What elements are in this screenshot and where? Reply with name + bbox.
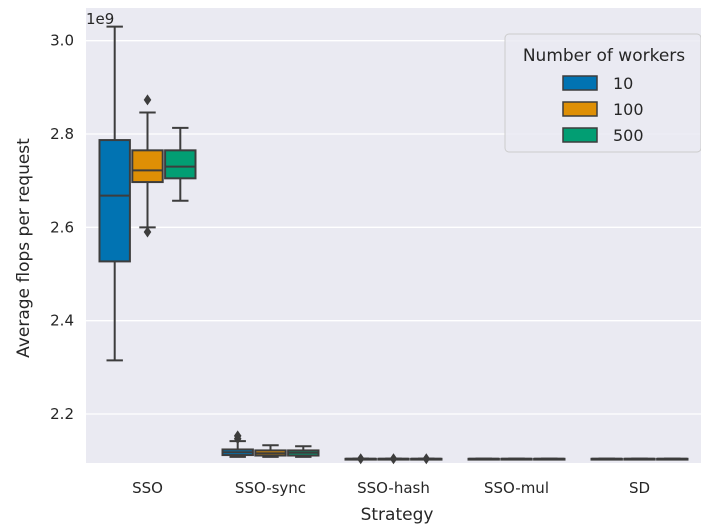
legend-swatch (562, 101, 598, 117)
box-100-SD (623, 457, 656, 461)
outlier-marker (389, 453, 398, 465)
y-tick-label: 2.2 (50, 405, 74, 423)
x-axis-label: Strategy (361, 505, 434, 525)
box-10-SSO-sync (221, 430, 254, 458)
x-tick-labels: SSO SSO-sync SSO-hash SSO-mul SD (132, 479, 650, 497)
outlier-marker (233, 430, 242, 442)
x-tick-label: SSO (132, 479, 163, 497)
outlier-marker (143, 226, 152, 238)
legend-frame (504, 33, 701, 153)
x-tick-label: SSO-mul (484, 479, 549, 497)
gridlines (86, 40, 701, 415)
box-body (131, 149, 164, 184)
y-axis-label: Average flops per request (14, 138, 34, 358)
box-500-SSO-hash (410, 453, 443, 465)
box-body (98, 139, 131, 263)
box-100-SSO (131, 94, 164, 238)
legend-swatch (562, 75, 598, 91)
legend-swatch (562, 127, 598, 143)
x-tick-label: SD (629, 479, 650, 497)
y-tick-label: 2.8 (50, 125, 74, 143)
box-500-SSO-mul (533, 457, 566, 461)
legend-title: Number of workers (523, 46, 685, 66)
y-tick-labels: 2.2 2.4 2.6 2.8 3.0 (50, 32, 74, 423)
legend-label: 500 (613, 126, 644, 145)
y-tick-label: 2.4 (50, 312, 74, 330)
legend: Number of workers 10 100 500 (504, 33, 701, 153)
box-10-SSO-hash (344, 453, 377, 465)
boxes-layer (98, 25, 689, 465)
box-100-SSO-sync (254, 444, 287, 458)
x-tick-label: SSO-sync (235, 479, 306, 497)
x-tick-label: SSO-hash (357, 479, 430, 497)
outlier-marker (356, 453, 365, 465)
box-500-SD (656, 457, 689, 461)
box-100-SSO-hash (377, 453, 410, 465)
box-100-SSO-mul (500, 457, 533, 461)
box-10-SSO-mul (467, 457, 500, 461)
box-10-SD (590, 457, 623, 461)
y-scale-label: 1e9 (86, 10, 114, 28)
y-tick-label: 3.0 (50, 32, 74, 50)
outlier-marker (143, 94, 152, 106)
legend-label: 10 (613, 74, 633, 93)
box-500-SSO (164, 126, 197, 202)
box-10-SSO (98, 25, 131, 362)
legend-label: 100 (613, 100, 644, 119)
legend-entries: 10 100 500 (562, 74, 644, 145)
y-tick-label: 2.6 (50, 218, 74, 236)
box-500-SSO-sync (287, 445, 320, 458)
box-body (164, 149, 197, 180)
outlier-marker (422, 453, 431, 465)
